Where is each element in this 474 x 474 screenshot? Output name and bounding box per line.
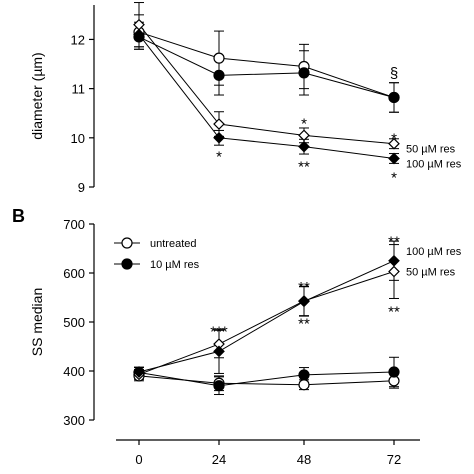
data-point xyxy=(298,379,310,391)
data-point xyxy=(298,129,310,142)
data-point xyxy=(213,118,225,130)
significance-marker: ** xyxy=(298,158,310,175)
significance-marker: § xyxy=(390,65,398,82)
significance-marker: ** xyxy=(298,279,310,296)
series-line-3 xyxy=(138,34,395,159)
significance-marker: * xyxy=(216,149,222,166)
panel-b-ss-median-chart: 300 400 500 600 700 SS median 0 24 48 72 B 50 µM re… xyxy=(12,206,462,467)
y-axis-title: SS median xyxy=(29,288,45,356)
series-line-0 xyxy=(138,375,395,386)
significance-marker: ** xyxy=(388,303,400,320)
data-point xyxy=(388,254,400,267)
x-tick-label: 0 xyxy=(135,452,142,467)
data-point xyxy=(213,380,225,392)
y-tick-label: 500 xyxy=(63,315,85,330)
legend-marker xyxy=(121,258,133,270)
legend-entry: untreated xyxy=(150,238,196,250)
data-point xyxy=(133,366,145,378)
y-tick-label: 300 xyxy=(63,413,85,428)
y-tick-label: 11 xyxy=(72,82,86,97)
panel-a-diameter-chart: 9 10 11 12 diameter (µm) 50 µM res 100 µM res §… xyxy=(29,2,462,195)
significance-marker: *** xyxy=(210,323,228,340)
y-axis-title: diameter (µm) xyxy=(29,52,45,139)
y-tick-label: 10 xyxy=(71,131,85,146)
significance-marker: * xyxy=(301,116,307,133)
data-point xyxy=(388,152,400,165)
x-tick-label: 48 xyxy=(297,452,311,467)
series-line-2 xyxy=(138,271,395,375)
legend-marker xyxy=(121,237,133,249)
panel-letter: B xyxy=(12,206,25,226)
x-tick-label: 24 xyxy=(212,452,226,467)
data-point xyxy=(298,140,310,153)
data-point xyxy=(213,52,225,64)
data-point xyxy=(388,265,400,278)
series-line-3 xyxy=(138,260,395,373)
y-tick-label: 600 xyxy=(63,266,85,281)
y-tick-label: 400 xyxy=(63,364,85,379)
data-point xyxy=(388,366,400,378)
series-label: 100 µM res xyxy=(406,158,462,170)
legend-entry: 10 µM res xyxy=(150,259,200,271)
x-tick-label: 72 xyxy=(387,452,401,467)
data-point xyxy=(213,345,225,358)
y-tick-label: 9 xyxy=(78,180,85,195)
data-point xyxy=(388,91,400,104)
data-point xyxy=(298,369,310,381)
y-tick-label: 700 xyxy=(63,217,85,232)
series-label: 100 µM res xyxy=(406,246,462,258)
significance-marker: ** xyxy=(298,316,310,333)
series-line-1 xyxy=(138,371,395,387)
y-tick-label: 12 xyxy=(71,32,85,47)
significance-marker: ** xyxy=(388,234,400,251)
data-point xyxy=(213,131,225,144)
data-point xyxy=(133,28,145,41)
series-line-1 xyxy=(138,36,395,98)
data-point xyxy=(388,137,400,150)
significance-marker: * xyxy=(391,170,397,187)
data-point xyxy=(298,295,310,308)
series-label: 50 µM res xyxy=(406,144,456,156)
significance-marker: * xyxy=(391,130,397,147)
series-label: 50 µM res xyxy=(406,267,456,279)
series-line-0 xyxy=(138,31,395,98)
series-line-2 xyxy=(138,24,395,145)
data-point xyxy=(298,67,310,79)
data-point xyxy=(213,69,225,81)
